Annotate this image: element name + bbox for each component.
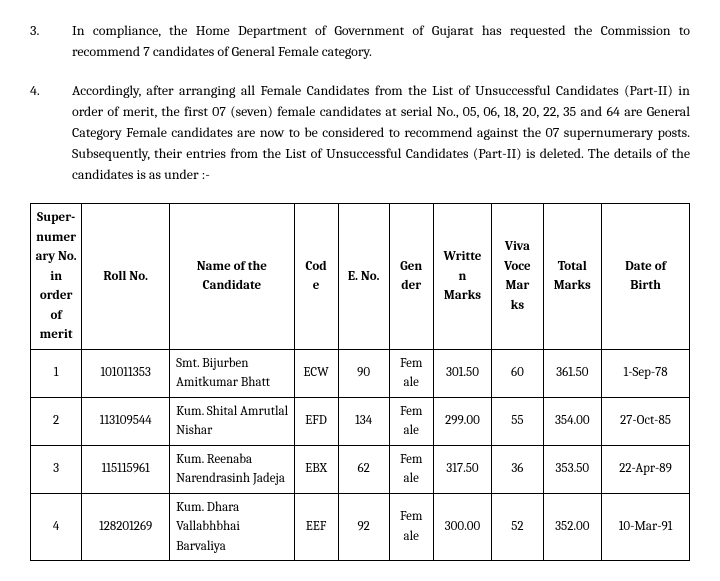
cell-dob: 10-Mar-91 <box>602 493 690 561</box>
cell-written: 301.50 <box>433 349 492 397</box>
cell-sno: 2 <box>31 397 82 445</box>
col-header-dob: Date ofBirth <box>602 204 690 350</box>
cell-gender: Female <box>389 445 433 493</box>
cell-eno: 92 <box>338 493 389 561</box>
cell-gender: Female <box>389 493 433 561</box>
cell-code: EFD <box>294 397 338 445</box>
cell-written: 299.00 <box>433 397 492 445</box>
candidates-table: Super-numerary No.inorderofmerit Roll No… <box>30 203 690 561</box>
col-header-eno: E. No. <box>338 204 389 350</box>
paragraph-number: 4. <box>30 80 72 185</box>
col-header-roll: Roll No. <box>82 204 170 350</box>
cell-viva: 52 <box>492 493 543 561</box>
cell-written: 317.50 <box>433 445 492 493</box>
cell-written: 300.00 <box>433 493 492 561</box>
cell-total: 353.50 <box>543 445 602 493</box>
table-row: 1 101011353 Smt. Bijurben Amitkumar Bhat… <box>31 349 690 397</box>
cell-name: Kum. Dhara Vallabhbhai Barvaliya <box>170 493 294 561</box>
cell-eno: 134 <box>338 397 389 445</box>
cell-sno: 1 <box>31 349 82 397</box>
paragraph-body: In compliance, the Home Department of Go… <box>72 20 690 62</box>
cell-name: Kum. Shital Amrutlal Nishar <box>170 397 294 445</box>
paragraph-number: 3. <box>30 20 72 62</box>
cell-name: Smt. Bijurben Amitkumar Bhatt <box>170 349 294 397</box>
cell-roll: 115115961 <box>82 445 170 493</box>
paragraph-3: 3. In compliance, the Home Department of… <box>30 20 690 62</box>
table-row: 4 128201269 Kum. Dhara Vallabhbhai Barva… <box>31 493 690 561</box>
col-header-written: WrittenMarks <box>433 204 492 350</box>
col-header-code: Code <box>294 204 338 350</box>
cell-dob: 1-Sep-78 <box>602 349 690 397</box>
table-row: 2 113109544 Kum. Shital Amrutlal Nishar … <box>31 397 690 445</box>
cell-sno: 4 <box>31 493 82 561</box>
cell-total: 352.00 <box>543 493 602 561</box>
cell-roll: 128201269 <box>82 493 170 561</box>
cell-viva: 55 <box>492 397 543 445</box>
paragraph-4: 4. Accordingly, after arranging all Fema… <box>30 80 690 185</box>
cell-roll: 101011353 <box>82 349 170 397</box>
cell-roll: 113109544 <box>82 397 170 445</box>
cell-gender: Female <box>389 397 433 445</box>
cell-name: Kum. Reenaba Narendrasinh Jadeja <box>170 445 294 493</box>
table-row: 3 115115961 Kum. Reenaba Narendrasinh Ja… <box>31 445 690 493</box>
cell-sno: 3 <box>31 445 82 493</box>
col-header-sno: Super-numerary No.inorderofmerit <box>31 204 82 350</box>
cell-total: 361.50 <box>543 349 602 397</box>
cell-viva: 36 <box>492 445 543 493</box>
cell-eno: 90 <box>338 349 389 397</box>
cell-viva: 60 <box>492 349 543 397</box>
cell-code: EBX <box>294 445 338 493</box>
table-header-row: Super-numerary No.inorderofmerit Roll No… <box>31 204 690 350</box>
cell-eno: 62 <box>338 445 389 493</box>
cell-code: ECW <box>294 349 338 397</box>
col-header-gender: Gender <box>389 204 433 350</box>
col-header-viva: VivaVoceMarks <box>492 204 543 350</box>
col-header-name: Name of the Candidate <box>170 204 294 350</box>
cell-dob: 27-Oct-85 <box>602 397 690 445</box>
cell-dob: 22-Apr-89 <box>602 445 690 493</box>
cell-gender: Female <box>389 349 433 397</box>
paragraph-body: Accordingly, after arranging all Female … <box>72 80 690 185</box>
col-header-total: TotalMarks <box>543 204 602 350</box>
cell-code: EEF <box>294 493 338 561</box>
cell-total: 354.00 <box>543 397 602 445</box>
